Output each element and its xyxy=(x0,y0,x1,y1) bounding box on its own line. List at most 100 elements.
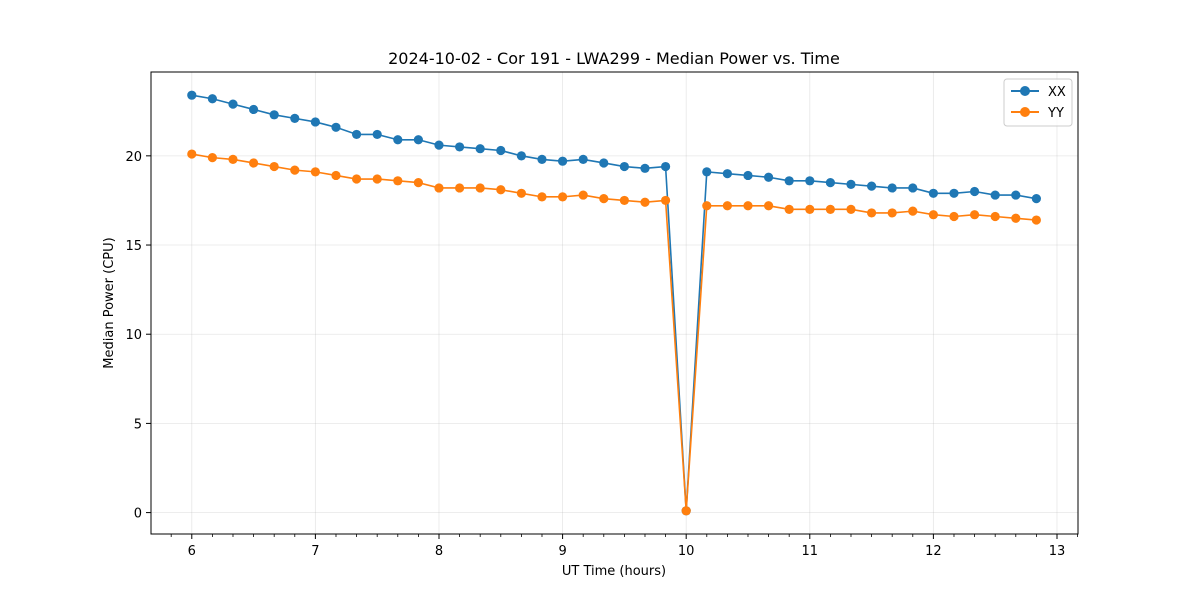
data-point-xx xyxy=(969,186,980,197)
data-point-yy xyxy=(310,167,320,177)
data-point-xx xyxy=(207,94,217,104)
data-point-xx xyxy=(1031,194,1041,204)
data-point-xx xyxy=(331,122,341,132)
legend-marker-yy xyxy=(1020,107,1030,117)
data-point-yy xyxy=(681,506,691,516)
data-point-xx xyxy=(928,188,938,198)
data-point-xx xyxy=(537,154,547,165)
data-point-xx xyxy=(825,177,835,188)
x-tick-label: 8 xyxy=(435,544,443,559)
data-point-yy xyxy=(1031,215,1041,225)
x-tick-label: 13 xyxy=(1049,544,1066,559)
data-point-yy xyxy=(763,201,774,211)
data-point-yy xyxy=(825,204,835,214)
data-point-yy xyxy=(743,201,753,211)
data-point-xx xyxy=(516,151,526,161)
data-point-yy xyxy=(784,204,794,214)
y-tick-label: 10 xyxy=(125,328,142,343)
data-point-xx xyxy=(393,135,403,145)
data-point-yy xyxy=(805,204,815,214)
data-point-xx xyxy=(248,104,259,115)
data-point-yy xyxy=(413,177,423,188)
data-point-yy xyxy=(846,204,856,214)
data-point-xx xyxy=(496,145,506,156)
data-point-xx xyxy=(846,179,856,189)
data-point-yy xyxy=(269,161,279,172)
y-tick-label: 5 xyxy=(134,417,142,432)
data-point-yy xyxy=(887,208,897,218)
data-point-yy xyxy=(187,149,197,159)
x-tick-label: 9 xyxy=(558,544,566,559)
data-point-xx xyxy=(351,129,362,140)
data-point-xx xyxy=(866,181,877,191)
data-point-xx xyxy=(372,129,382,140)
legend-label-xx: XX xyxy=(1048,85,1066,100)
data-point-yy xyxy=(434,183,444,193)
x-tick-label: 6 xyxy=(188,544,196,559)
data-point-yy xyxy=(660,195,671,206)
data-point-yy xyxy=(640,197,650,207)
data-point-xx xyxy=(454,142,465,152)
data-point-yy xyxy=(1011,213,1021,223)
data-point-xx xyxy=(640,163,650,173)
data-point-xx xyxy=(557,156,568,166)
y-axis-label: Median Power (CPU) xyxy=(102,237,117,368)
data-point-yy xyxy=(722,201,732,211)
data-point-yy xyxy=(331,170,341,181)
data-point-xx xyxy=(619,161,629,172)
data-point-xx xyxy=(702,167,712,177)
data-point-xx xyxy=(1011,190,1021,200)
data-point-yy xyxy=(557,192,568,202)
data-point-yy xyxy=(578,190,588,200)
data-point-yy xyxy=(928,210,938,220)
data-point-yy xyxy=(207,153,217,163)
data-point-yy xyxy=(969,210,980,220)
x-tick-label: 12 xyxy=(925,544,942,559)
data-point-xx xyxy=(908,183,918,193)
data-point-xx xyxy=(290,113,300,123)
data-point-yy xyxy=(949,211,959,222)
data-point-yy xyxy=(372,174,382,184)
legend-marker-xx xyxy=(1020,86,1030,96)
data-point-yy xyxy=(393,176,403,186)
data-point-xx xyxy=(887,183,897,193)
data-point-yy xyxy=(599,194,609,204)
data-point-xx xyxy=(413,135,423,145)
data-point-yy xyxy=(866,208,877,218)
data-point-xx xyxy=(805,176,815,186)
plot-frame xyxy=(150,71,1079,535)
data-point-yy xyxy=(908,206,918,216)
data-point-xx xyxy=(187,90,197,100)
data-point-yy xyxy=(619,195,629,206)
ticks-layer: 6 7 8 9 10 11 12 13 0 5 10 15 20 xyxy=(125,150,1078,559)
data-point-yy xyxy=(702,201,712,211)
data-point-yy xyxy=(496,185,506,195)
data-point-xx xyxy=(949,188,959,198)
data-point-xx xyxy=(599,158,609,168)
x-tick-label: 11 xyxy=(802,544,819,559)
data-point-yy xyxy=(516,188,526,198)
data-point-xx xyxy=(269,110,279,120)
data-point-xx xyxy=(784,176,794,186)
data-point-yy xyxy=(351,174,362,184)
legend: XX YY xyxy=(1003,78,1073,127)
data-point-yy xyxy=(290,165,300,175)
data-point-xx xyxy=(578,154,588,165)
series-layer xyxy=(187,90,1041,516)
data-point-yy xyxy=(537,192,547,202)
data-point-xx xyxy=(660,161,671,172)
data-point-yy xyxy=(248,158,259,168)
data-point-xx xyxy=(434,140,444,150)
data-point-yy xyxy=(454,183,465,193)
chart-title: 2024-10-02 - Cor 191 - LWA299 - Median P… xyxy=(388,49,840,68)
legend-label-yy: YY xyxy=(1047,106,1064,121)
data-point-xx xyxy=(475,144,485,154)
y-tick-label: 15 xyxy=(125,239,142,254)
data-point-xx xyxy=(990,190,1000,200)
data-point-xx xyxy=(743,170,753,181)
data-point-xx xyxy=(763,172,774,182)
x-tick-label: 7 xyxy=(311,544,319,559)
y-tick-label: 20 xyxy=(125,150,142,165)
